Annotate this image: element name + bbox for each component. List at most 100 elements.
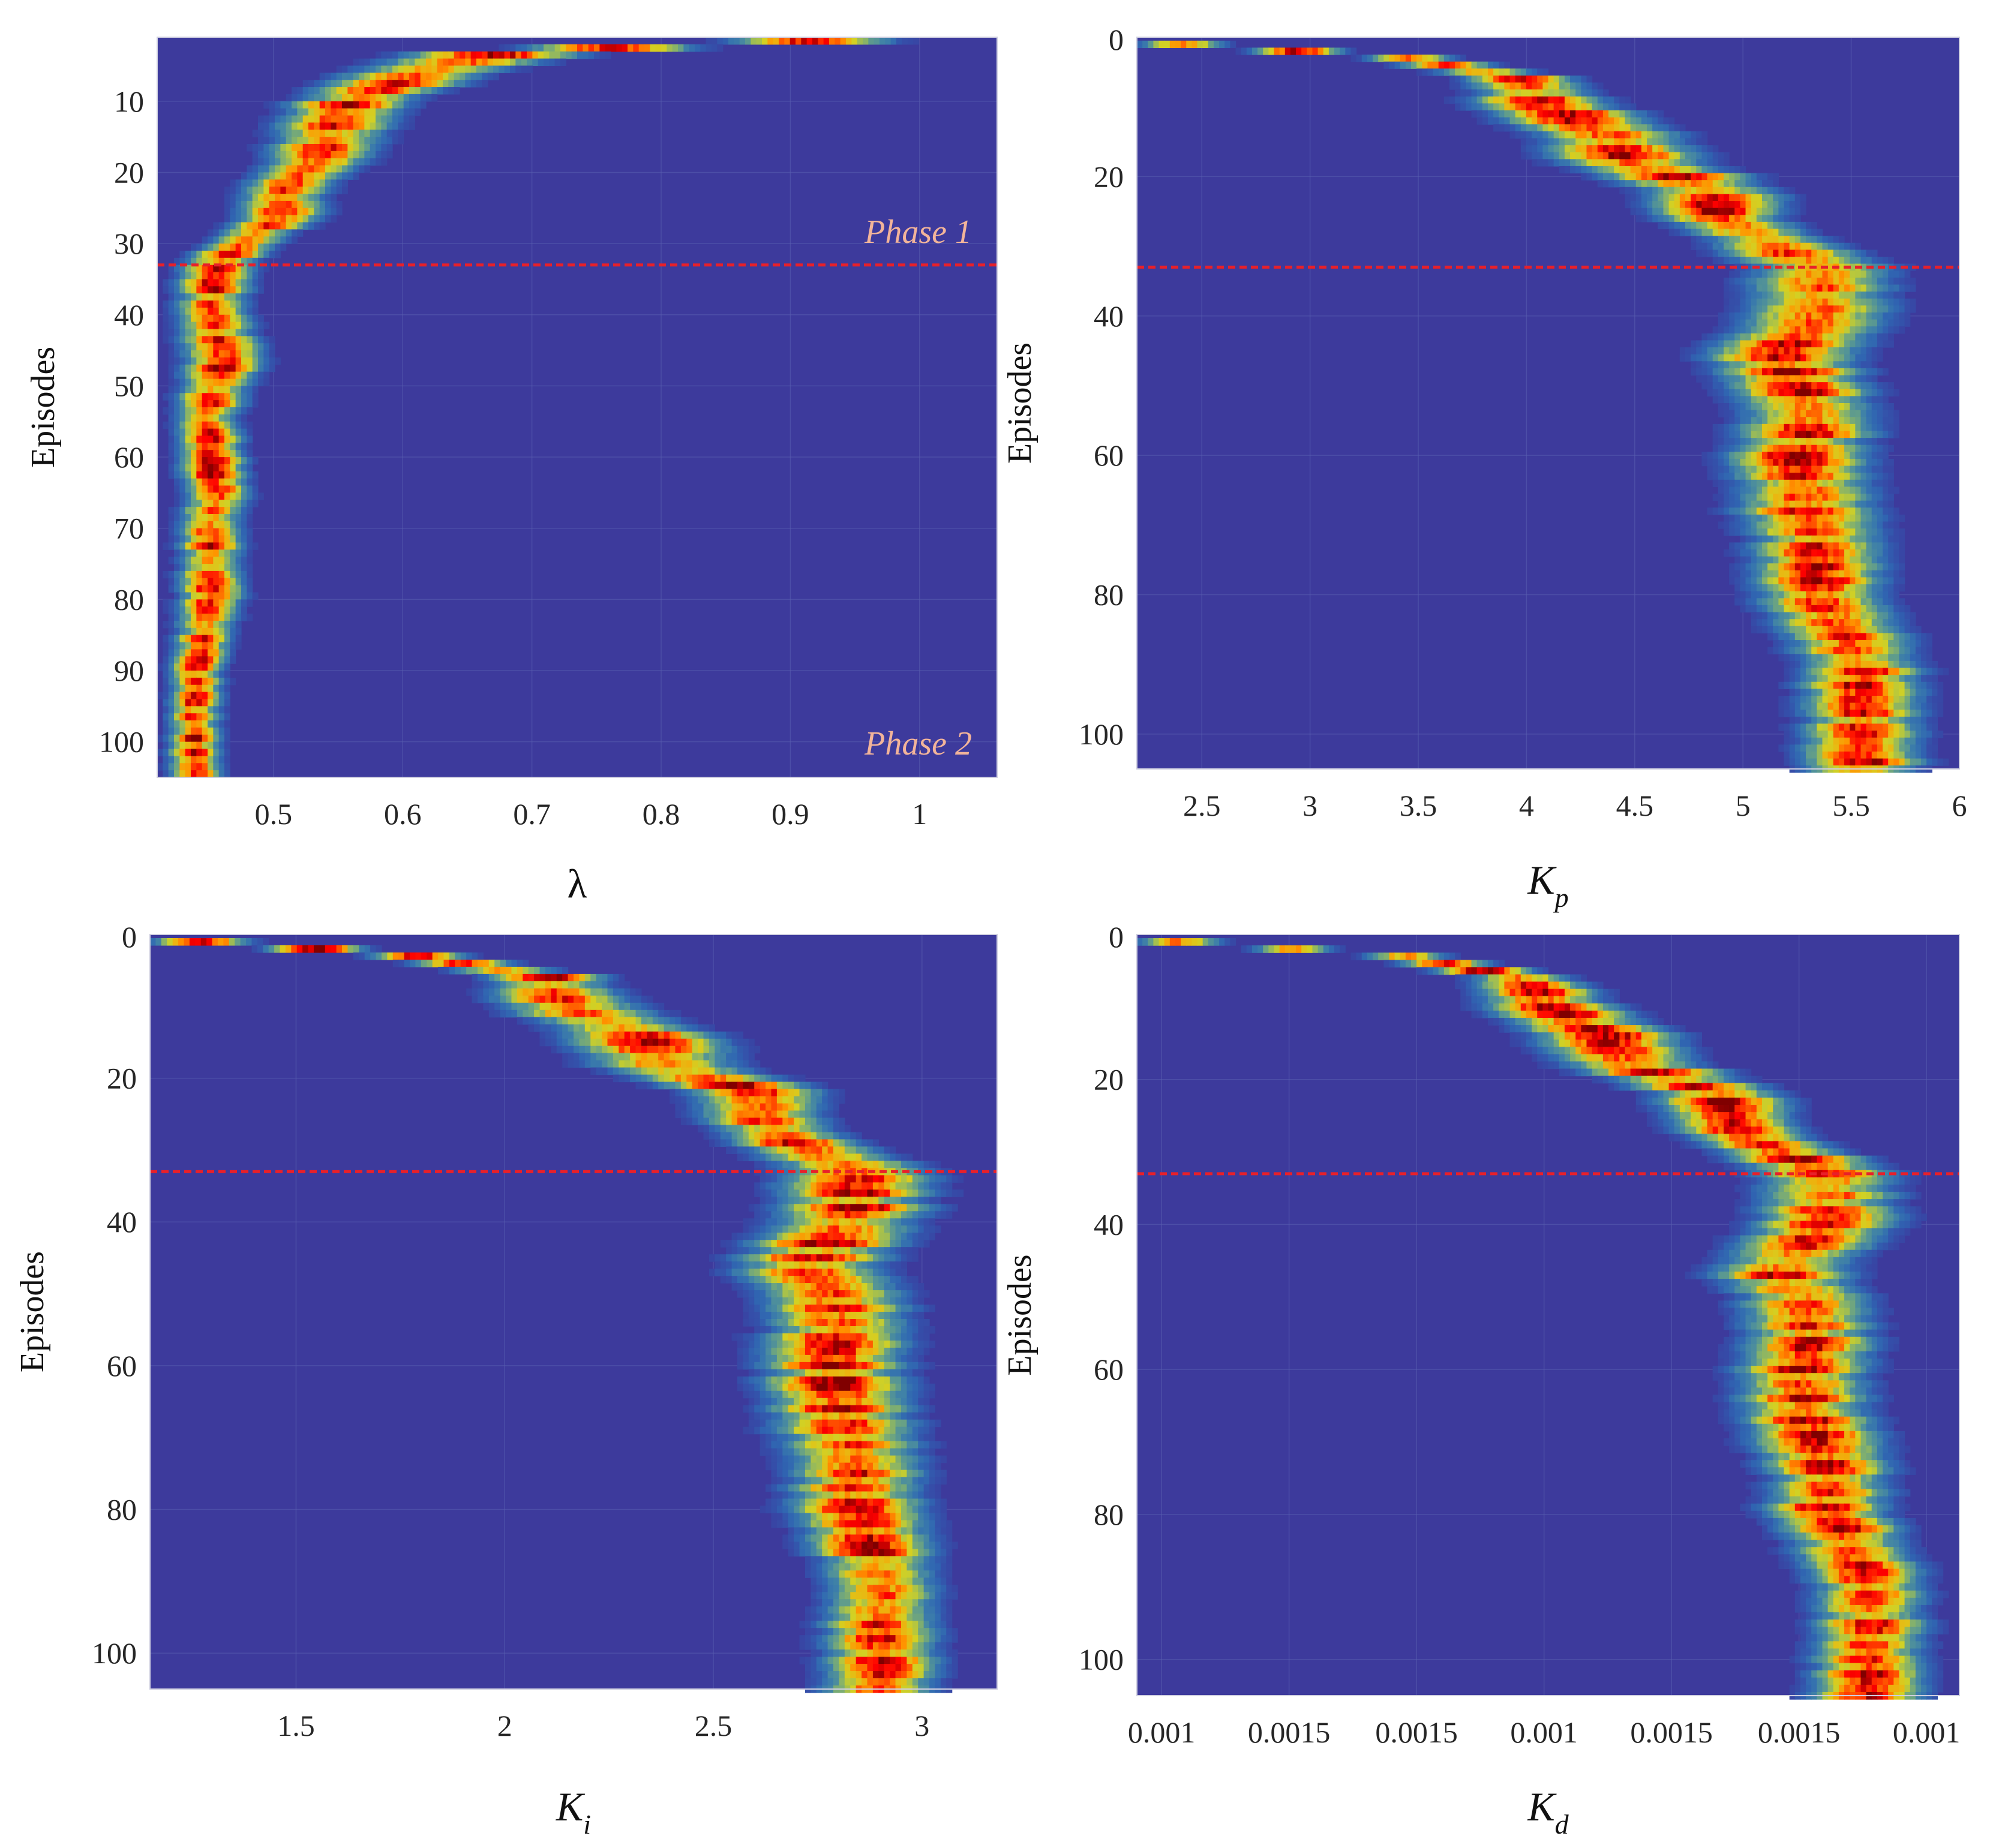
heatmap-cell — [1784, 598, 1790, 606]
heatmap-cell — [1389, 55, 1395, 62]
heatmap-cell — [213, 244, 220, 251]
heatmap-cell — [1778, 403, 1785, 411]
heatmap-cell — [1838, 598, 1845, 606]
heatmap-cell — [174, 336, 180, 344]
heatmap-cell — [230, 400, 236, 408]
heatmap-cell — [1350, 55, 1357, 62]
heatmap-cell — [1729, 250, 1735, 257]
heatmap-cell — [241, 172, 247, 180]
heatmap-cell — [202, 749, 208, 757]
heatmap-cell — [353, 158, 359, 166]
heatmap-cell — [1833, 473, 1839, 480]
heatmap-cell — [1559, 166, 1565, 174]
heatmap-cell — [280, 101, 287, 109]
heatmap-cell — [1718, 431, 1724, 438]
heatmap-cell — [247, 265, 253, 273]
heatmap-cell — [1504, 89, 1511, 97]
heatmap-cell — [185, 585, 191, 593]
heatmap-cell — [1745, 277, 1752, 286]
heatmap-cell — [208, 671, 214, 678]
heatmap-cell — [213, 371, 220, 380]
heatmap-cell — [1701, 201, 1708, 209]
heatmap-cell — [314, 80, 320, 88]
heatmap-cell — [1608, 117, 1614, 125]
heatmap-cell — [1729, 319, 1735, 327]
heatmap-cell — [1806, 298, 1812, 306]
heatmap-cell — [163, 684, 169, 693]
heatmap-cell — [1871, 689, 1878, 696]
heatmap-cell — [174, 307, 180, 315]
heatmap-cell — [247, 336, 253, 344]
heatmap-cell — [1827, 319, 1834, 327]
heatmap-cell — [308, 151, 314, 159]
heatmap-cell — [1641, 208, 1647, 215]
heatmap-cell — [1827, 681, 1834, 689]
heatmap-cell — [208, 741, 214, 750]
heatmap-cell — [1761, 236, 1768, 244]
heatmap-cell — [208, 265, 214, 273]
heatmap-cell — [376, 151, 382, 159]
heatmap-cell — [179, 677, 186, 686]
heatmap-cell — [280, 143, 287, 152]
heatmap-cell — [168, 265, 175, 273]
heatmap-cell — [1860, 584, 1867, 592]
heatmap-cell — [1438, 68, 1445, 76]
heatmap-cell — [235, 599, 242, 607]
heatmap-cell — [1740, 605, 1746, 613]
heatmap-cell — [263, 250, 270, 259]
heatmap-cell — [1756, 208, 1763, 215]
heatmap-cell — [1778, 396, 1785, 404]
heatmap-cell — [1888, 577, 1894, 585]
heatmap-cell — [1827, 326, 1834, 334]
heatmap-cell — [1817, 250, 1823, 257]
heatmap-cell — [224, 528, 230, 536]
heatmap-cell — [1794, 382, 1801, 390]
heatmap-cell — [230, 585, 236, 593]
heatmap-cell — [1910, 633, 1916, 641]
heatmap-cell — [1794, 660, 1801, 669]
heatmap-cell — [1723, 486, 1730, 494]
heatmap-cell — [1789, 257, 1796, 265]
heatmap-cell — [163, 393, 169, 401]
heatmap-cell — [1866, 347, 1872, 355]
heatmap-cell — [1833, 382, 1839, 390]
heatmap-cell — [1883, 333, 1889, 341]
heatmap-cell — [1570, 131, 1576, 139]
heatmap-cell — [1718, 368, 1724, 376]
heatmap-cell — [1937, 668, 1944, 675]
heatmap-cell — [347, 172, 354, 180]
heatmap-cell — [1767, 347, 1773, 355]
heatmap-cell — [1729, 187, 1735, 195]
heatmap-cell — [1888, 654, 1894, 662]
heatmap-cell — [1827, 647, 1834, 654]
heatmap-cell — [1811, 271, 1817, 278]
heatmap-cell — [1559, 89, 1565, 97]
heatmap-cell — [269, 151, 275, 159]
heatmap-cell — [174, 734, 180, 743]
heatmap-cell — [213, 684, 220, 693]
heatmap-cell — [1630, 103, 1637, 111]
heatmap-cell — [208, 286, 214, 294]
heatmap-cell — [1761, 361, 1768, 369]
heatmap-cell — [1811, 458, 1817, 467]
heatmap-cell — [409, 87, 415, 95]
heatmap-cell — [235, 229, 242, 237]
heatmap-cell — [191, 570, 197, 579]
heatmap-cell — [174, 265, 180, 273]
heatmap-cell — [1850, 319, 1856, 327]
heatmap-cell — [1592, 131, 1598, 139]
heatmap-cell — [1701, 208, 1708, 215]
heatmap-cell — [1635, 208, 1642, 215]
heatmap-cell — [185, 663, 191, 671]
heatmap-cell — [1899, 654, 1905, 662]
heatmap-cell — [1866, 570, 1872, 578]
heatmap-cell — [1712, 368, 1719, 376]
heatmap-cell — [1800, 584, 1806, 592]
heatmap-cell — [1817, 305, 1823, 313]
heatmap-cell — [1685, 221, 1691, 230]
heatmap-cell — [336, 130, 343, 137]
heatmap-cell — [275, 172, 281, 180]
heatmap-cell — [1740, 479, 1746, 488]
heatmap-cell — [208, 606, 214, 614]
heatmap-cell — [1745, 556, 1752, 564]
